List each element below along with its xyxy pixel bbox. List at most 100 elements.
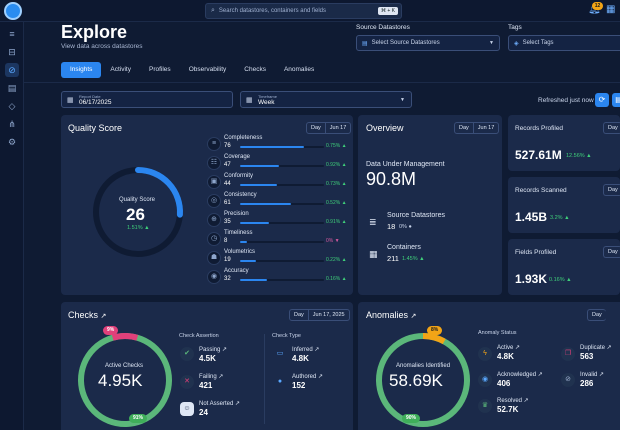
quality-day-filter[interactable]: Day Jun 17 — [306, 122, 352, 134]
dum-value: 90.8M — [366, 169, 417, 189]
anomalies-day-filter[interactable]: Day — [587, 309, 606, 321]
x-icon: ✕ — [180, 375, 194, 389]
database-icon[interactable]: ≡ — [9, 29, 15, 39]
checks-title[interactable]: Checks ↗ — [68, 310, 106, 320]
metric-bar-fill — [240, 146, 304, 148]
checks-failing-badge: 9% — [103, 326, 119, 335]
global-search[interactable]: ⌕ Search datastores, containers and fiel… — [205, 3, 402, 19]
failing-link[interactable]: Failing ↗ — [199, 374, 224, 380]
acknowledged-value: 406 — [497, 379, 511, 388]
resolved-link[interactable]: Resolved ↗ — [497, 398, 529, 404]
quality-metric-timeliness: ◷ Timeliness 8 0% ▼ — [207, 230, 347, 250]
anomalies-identified-value: 58.69K — [389, 371, 443, 390]
settings-icon[interactable]: ⚙ — [7, 137, 17, 147]
metric-bar-fill — [240, 184, 277, 186]
metric-name: Coverage — [224, 154, 251, 160]
clipboard-icon[interactable]: ▤ — [7, 83, 17, 93]
overview-day-filter[interactable]: Day Jun 17 — [454, 122, 500, 134]
tab-anomalies[interactable]: Anomalies — [283, 66, 315, 73]
quality-score-label: Quality Score — [119, 197, 156, 203]
database-icon: ≣ — [369, 217, 377, 227]
tags-select[interactable]: ◈ Select Tags — [508, 35, 620, 51]
active-link[interactable]: Active ↗ — [497, 345, 521, 351]
calendar-icon: ▦ — [246, 97, 253, 104]
day-option[interactable]: Day — [294, 312, 304, 318]
calendar-icon[interactable]: ▦ — [606, 4, 616, 15]
metric-change: 0.52% ▲ — [326, 200, 347, 206]
anomalies-title[interactable]: Anomalies ↗ — [366, 310, 416, 320]
duplicate-link[interactable]: Duplicate ↗ — [580, 345, 612, 351]
date-option[interactable]: Jun 17, 2025 — [312, 312, 345, 318]
fields-profiled-value: 1.93K — [515, 272, 548, 286]
metric-name: Consistency — [224, 192, 257, 198]
datastore-icon[interactable]: ⊟ — [8, 47, 16, 57]
quality-metric-consistency: ◎ Consistency 61 0.52% ▲ — [207, 192, 347, 212]
report-date-value: 06/17/2025 — [79, 99, 112, 106]
metric-bar — [240, 260, 324, 262]
refresh-button[interactable]: ⟳ — [595, 93, 609, 107]
quality-metric-accuracy: ◉ Accuracy 32 0.16% ▲ — [207, 268, 347, 288]
dum-label: Data Under Management — [366, 161, 445, 168]
metric-change: 0.22% ▲ — [326, 257, 347, 263]
quality-metric-completeness: ≡ Completeness 76 0.75% ▲ — [207, 135, 347, 155]
report-date-field[interactable]: ▦ Report Date 06/17/2025 — [61, 91, 233, 108]
fields-profiled-change: 0.16% ▲ — [549, 277, 572, 283]
authored-link[interactable]: Authored ↗ — [292, 374, 324, 380]
metric-bar — [240, 165, 324, 167]
timeframe-label: Timeframe — [258, 94, 277, 99]
tag-icon[interactable]: ◇ — [8, 101, 16, 111]
metric-name: Precision — [224, 211, 249, 217]
metric-change: 0% ▼ — [326, 238, 340, 244]
metric-value: 19 — [224, 257, 231, 263]
fields-profiled-day-filter[interactable]: Day — [603, 246, 620, 258]
containers-stat-label: Containers — [387, 244, 421, 251]
clock-icon: ◷ — [207, 232, 221, 246]
export-button[interactable]: ▤ — [612, 93, 620, 107]
checks-title-text: Checks — [68, 310, 99, 320]
not-asserted-link[interactable]: Not Asserted ↗ — [199, 401, 241, 407]
active-checks-label: Active Checks — [105, 363, 144, 369]
date-option[interactable]: Jun 17 — [329, 125, 347, 131]
anomaly-status-heading: Anomaly Status — [478, 330, 517, 336]
records-scanned-value: 1.45B — [515, 210, 548, 224]
trophy-icon: ♛ — [478, 399, 492, 413]
metric-value: 47 — [224, 162, 231, 168]
sidebar: ≡ ⊟ ⊘ ▤ ◇ ⋔ ⚙ — [0, 22, 24, 430]
inferred-link[interactable]: Inferred ↗ — [292, 347, 320, 353]
source-datastores-label: Source Datastores — [356, 24, 410, 31]
invalid-link[interactable]: Invalid ↗ — [580, 372, 605, 378]
tab-checks[interactable]: Checks — [244, 66, 266, 73]
fields-profiled-title: Fields Profiled — [515, 249, 557, 256]
day-option[interactable]: Day — [311, 125, 321, 131]
records-scanned-day-filter[interactable]: Day — [603, 184, 620, 196]
tab-observability[interactable]: Observability — [188, 66, 227, 73]
hierarchy-icon[interactable]: ⋔ — [8, 119, 16, 129]
date-option[interactable]: Jun 17 — [477, 125, 495, 131]
list-icon: ≡ — [207, 137, 221, 151]
acknowledged-link[interactable]: Acknowledged ↗ — [497, 372, 543, 378]
checks-day-filter[interactable]: Day Jun 17, 2025 — [289, 309, 350, 321]
tab-activity[interactable]: Activity — [110, 66, 131, 73]
source-datastores-select[interactable]: ▤ Select Source Datastores ▼ — [356, 35, 500, 51]
metric-value: 61 — [224, 200, 231, 206]
chevron-down-icon: ▼ — [400, 97, 405, 103]
records-profiled-day-filter[interactable]: Day — [603, 122, 620, 134]
metric-change: 0.73% ▲ — [326, 181, 347, 187]
passing-link[interactable]: Passing ↗ — [199, 347, 228, 353]
quality-metric-precision: ⊕ Precision 35 0.91% ▲ — [207, 211, 347, 231]
explore-icon[interactable]: ⊘ — [5, 63, 19, 77]
search-placeholder: Search datastores, containers and fields — [218, 8, 326, 14]
tab-profiles[interactable]: Profiles — [149, 66, 171, 73]
metric-value: 76 — [224, 143, 231, 149]
authored-value: 152 — [292, 381, 306, 390]
resolved-value: 52.7K — [497, 405, 519, 414]
day-option[interactable]: Day — [459, 125, 469, 131]
app-logo[interactable] — [4, 2, 22, 20]
metric-bar-fill — [240, 203, 292, 205]
tab-insights[interactable]: Insights — [61, 62, 102, 78]
quality-score-value: 26 — [126, 205, 145, 224]
metric-bar — [240, 241, 324, 243]
timeframe-select[interactable]: ▦ Timeframe Week ▼ — [240, 91, 412, 108]
metric-value: 8 — [224, 238, 228, 244]
records-scanned-card: Records Scanned Day 1.45B 3.2% ▲ — [508, 177, 620, 233]
